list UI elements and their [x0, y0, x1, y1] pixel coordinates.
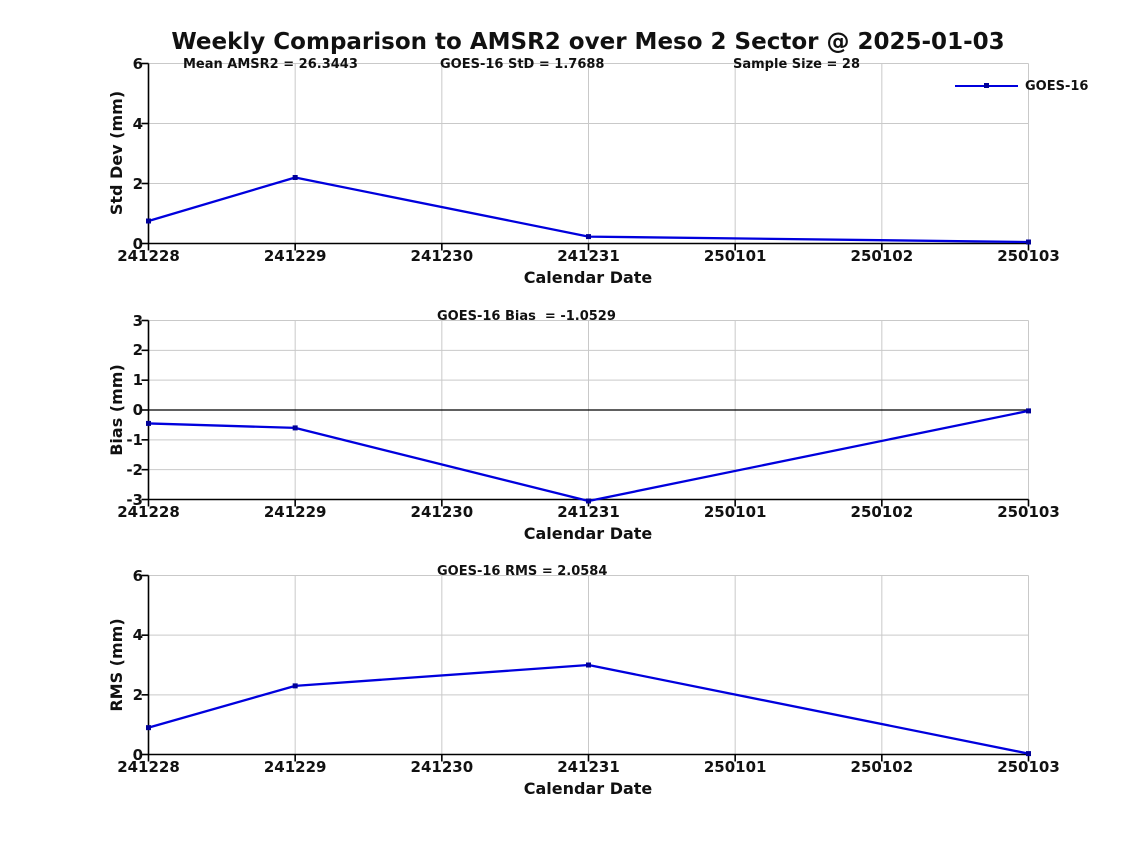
x-tick-label: 250103: [997, 503, 1060, 521]
y-tick-label: 0: [132, 401, 143, 419]
x-tick-label: 250102: [850, 758, 914, 776]
x-tick-label: 241230: [410, 247, 474, 265]
x-tick-label: 241229: [263, 247, 327, 265]
y-tick-label: -1: [126, 431, 143, 449]
y-tick-label: 6: [132, 55, 143, 73]
bias-x-axis-label: Calendar Date: [523, 524, 653, 543]
x-tick-label: 250102: [850, 247, 914, 265]
x-tick-label: 241231: [557, 758, 620, 776]
x-tick-label: 250102: [850, 503, 914, 521]
goes16-bias-annotation: GOES-16 Bias = -1.0529: [437, 309, 616, 324]
x-tick-label: 241229: [263, 503, 327, 521]
x-tick-label: 241230: [410, 758, 474, 776]
y-tick-label: 1: [132, 371, 143, 389]
y-tick-label: 2: [132, 175, 143, 193]
x-tick-label: 250101: [703, 247, 767, 265]
x-tick-label: 250103: [997, 758, 1060, 776]
mean-amsr2-annotation: Mean AMSR2 = 26.3443: [183, 57, 358, 72]
stddev-plot-area: [141, 62, 1031, 251]
y-tick-label: 4: [132, 626, 143, 644]
x-tick-label: 241228: [117, 758, 180, 776]
goes16-rms-annotation: GOES-16 RMS = 2.0584: [437, 564, 608, 579]
x-tick-label: 241230: [410, 503, 474, 521]
bias-plot-area: [141, 319, 1031, 507]
x-tick-label: 241228: [117, 503, 180, 521]
rms-plot-area: [141, 574, 1031, 762]
x-tick-label: 250101: [703, 503, 767, 521]
x-tick-label: 241231: [557, 503, 620, 521]
y-tick-label: 3: [132, 312, 143, 330]
legend-marker-icon: [984, 83, 989, 88]
y-tick-label: -3: [126, 491, 143, 509]
x-tick-label: 241228: [117, 247, 180, 265]
figure-title: Weekly Comparison to AMSR2 over Meso 2 S…: [171, 29, 1005, 55]
x-tick-label: 250101: [703, 758, 767, 776]
y-tick-label: 0: [132, 235, 143, 253]
y-tick-label: 2: [132, 341, 143, 359]
x-tick-label: 241231: [557, 247, 620, 265]
y-tick-label: 4: [132, 115, 143, 133]
goes16-std-annotation: GOES-16 StD = 1.7688: [440, 57, 605, 72]
y-tick-label: 0: [132, 746, 143, 764]
y-tick-label: -2: [126, 461, 143, 479]
rms-x-axis-label: Calendar Date: [523, 779, 653, 798]
y-tick-label: 6: [132, 567, 143, 585]
x-tick-label: 241229: [263, 758, 327, 776]
x-tick-label: 250103: [997, 247, 1060, 265]
sample-size-annotation: Sample Size = 28: [733, 57, 861, 72]
legend-label: GOES-16: [1025, 79, 1089, 94]
y-tick-label: 2: [132, 686, 143, 704]
stddev-x-axis-label: Calendar Date: [523, 268, 653, 287]
